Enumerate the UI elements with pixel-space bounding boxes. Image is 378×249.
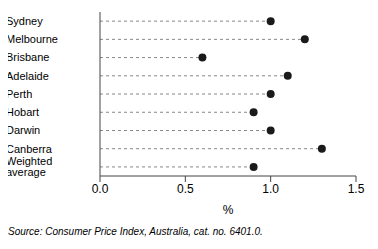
svg-text:Perth: Perth — [8, 88, 32, 100]
svg-text:Hobart: Hobart — [8, 106, 39, 118]
svg-text:%: % — [223, 203, 234, 217]
svg-text:1.5: 1.5 — [348, 182, 365, 196]
svg-text:1.0: 1.0 — [262, 182, 279, 196]
svg-text:Sydney: Sydney — [8, 15, 43, 27]
html-text:Source: Consumer Price Index,: Source: Consumer Price Index, Australia,… — [8, 226, 263, 237]
svg-text:Brisbane: Brisbane — [8, 51, 49, 63]
svg-text:0.0: 0.0 — [92, 182, 109, 196]
svg-text:Darwin: Darwin — [8, 124, 40, 136]
svg-text:Weightedaverage: Weightedaverage — [8, 155, 52, 178]
svg-text:0.5: 0.5 — [177, 182, 194, 196]
svg-text:Canberra: Canberra — [8, 143, 53, 155]
svg-text:Adelaide: Adelaide — [8, 70, 49, 82]
svg-text:Melbourne: Melbourne — [8, 33, 58, 45]
